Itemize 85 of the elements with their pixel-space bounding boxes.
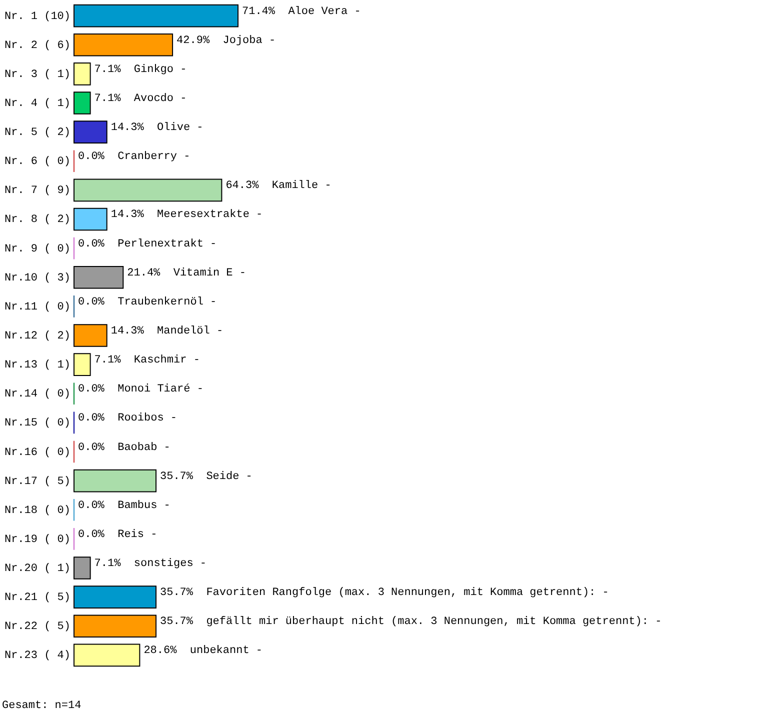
data-label: 35.7%: [160, 616, 194, 628]
y-tick-label: Nr.10 ( 3): [4, 272, 70, 284]
data-label: 64.3%: [226, 180, 260, 192]
y-tick-label: Nr. 3 ( 1): [4, 68, 70, 81]
y-tick-label: Nr.18 ( 0): [4, 504, 70, 517]
y-tick-label: Nr.23 ( 4): [4, 650, 70, 662]
text: Aloe Vera -: [288, 6, 361, 18]
y-tick-label: Nr. 9 ( 0): [4, 243, 70, 256]
annotation: Favoriten Rangfolge (max. 3 Nennungen, mit Komma getrennt): -: [206, 587, 609, 600]
annotation: Jojoba -: [222, 34, 276, 47]
annotation: Monoi Tiaré -: [118, 384, 204, 396]
data-label: 0.0%: [78, 384, 105, 396]
data-label: 14.3%: [110, 326, 144, 338]
y-tick-label: Nr.16 ( 0): [4, 446, 70, 459]
y-tick-label: Nr.20 ( 1): [4, 563, 70, 576]
data-label: 42.9%: [176, 34, 210, 47]
annotation: Ginkgo -: [134, 64, 187, 76]
text: Kamille -: [272, 180, 332, 192]
y-tick-label: Nr. 1 (10): [4, 10, 70, 23]
bar: [74, 644, 140, 667]
bar: [74, 178, 222, 202]
bar: [74, 62, 91, 86]
data-label: 0.0%: [78, 528, 105, 541]
y-tick-label: Nr. 2 ( 6): [4, 40, 70, 52]
bar: [74, 556, 91, 580]
annotation: Seide -: [206, 470, 252, 483]
annotation: Bambus -: [118, 500, 170, 512]
y-tick-label: Nr.22 ( 5): [4, 621, 70, 634]
y-tick-label: Nr. 7 ( 9): [4, 185, 70, 198]
y-tick-label: Nr.21 ( 5): [4, 592, 70, 604]
y-tick-label: Nr.14 ( 0): [4, 388, 70, 401]
data-label: 0.0%: [78, 442, 105, 454]
annotation: Rooibos -: [118, 412, 178, 425]
data-label: 0.0%: [78, 296, 105, 308]
bar: [74, 469, 156, 492]
bar: [74, 120, 108, 144]
y-tick-label: Nr. 5 ( 2): [4, 127, 70, 140]
y-tick-label: Nr.13 ( 1): [4, 360, 70, 372]
data-label: 14.3%: [110, 122, 144, 134]
annotation: Perlenextrakt -: [118, 238, 217, 250]
data-label: 7.1%: [94, 354, 122, 367]
data-label: 21.4%: [127, 267, 161, 280]
bar: [74, 586, 156, 608]
annotation: Mandelöl -: [157, 326, 224, 338]
bar: [74, 92, 91, 114]
y-tick-label: Nr.17 ( 5): [4, 476, 70, 488]
text: Gesamt: n=14: [2, 700, 82, 712]
annotation: sonstiges -: [134, 558, 207, 570]
data-label: 0.0%: [78, 500, 105, 512]
bar: [74, 4, 238, 28]
annotation: Reis -: [118, 528, 158, 541]
annotation: Avocdo -: [134, 92, 187, 105]
annotation: Baobab -: [118, 442, 170, 454]
annotation: Vitamin E -: [173, 267, 246, 280]
bar: [74, 324, 108, 347]
y-tick-label: Nr. 4 ( 1): [4, 98, 70, 110]
annotation: Traubenkernöl -: [118, 296, 217, 308]
bar: [74, 353, 91, 376]
annotation: unbekannt -: [190, 645, 263, 658]
y-tick-label: Nr.12 ( 2): [4, 330, 70, 342]
data-label: 7.1%: [94, 92, 122, 105]
bar: [74, 208, 108, 231]
data-label: 35.7%: [160, 587, 194, 600]
data-label: 28.6%: [144, 645, 178, 658]
data-label: 35.7%: [160, 470, 194, 483]
data-label: 0.0%: [78, 412, 105, 425]
annotation: Olive -: [157, 122, 204, 134]
y-tick-label: Nr.15 ( 0): [4, 418, 70, 430]
annotation: Cranberry -: [118, 151, 190, 164]
data-label: 14.3%: [110, 209, 144, 222]
annotation: gefällt mir überhaupt nicht (max. 3 Nennungen, mit Komma getrennt): -: [206, 616, 662, 628]
y-tick-label: Nr. 8 ( 2): [4, 214, 70, 226]
bar: [74, 266, 124, 289]
data-label: 7.1%: [94, 64, 122, 76]
y-tick-label: Nr. 6 ( 0): [4, 156, 70, 168]
data-label: 7.1%: [94, 558, 122, 570]
annotation: Kaschmir -: [134, 354, 200, 367]
y-tick-label: Nr.19 ( 0): [4, 534, 70, 546]
data-label: 0.0%: [78, 151, 105, 164]
data-label: 71.4%: [242, 6, 276, 18]
bar: [74, 33, 174, 56]
bar: [74, 614, 156, 638]
y-tick-label: Nr.11 ( 0): [4, 301, 70, 314]
annotation: Meeresextrakte -: [157, 209, 263, 222]
data-label: 0.0%: [78, 238, 105, 250]
